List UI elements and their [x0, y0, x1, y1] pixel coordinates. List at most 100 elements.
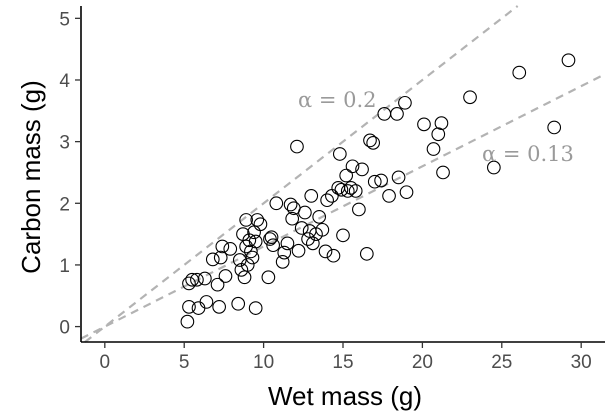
data-point — [266, 238, 280, 253]
annotations: α = 0.2 α = 0.13 — [298, 88, 574, 166]
data-point — [344, 181, 358, 195]
data-point — [212, 300, 226, 314]
data-point — [285, 211, 300, 226]
data-point — [269, 196, 284, 211]
data-point — [312, 209, 327, 224]
data-point — [215, 239, 230, 254]
x-tick-label: 0 — [100, 352, 111, 373]
data-point — [339, 168, 354, 183]
data-point — [486, 160, 501, 175]
axes — [80, 6, 605, 343]
data-point — [245, 250, 260, 265]
data-point — [431, 127, 446, 142]
data-point — [199, 295, 214, 309]
data-point — [239, 213, 253, 227]
data-point — [191, 301, 206, 315]
data-point — [218, 269, 233, 283]
y-axis-label: Carbon mass (g) — [16, 80, 46, 274]
data-point — [345, 159, 360, 174]
data-point — [182, 276, 196, 291]
data-point — [363, 133, 377, 148]
data-point — [436, 165, 450, 180]
data-point — [277, 245, 292, 260]
data-point — [366, 136, 381, 150]
reference-line-2 — [80, 73, 606, 340]
ticks: 0 5 10 15 20 25 30 0 1 2 3 4 5 — [59, 9, 591, 373]
data-point — [512, 65, 527, 80]
data-point — [359, 246, 374, 261]
data-point — [264, 230, 279, 245]
data-point — [210, 277, 225, 292]
reference-line-label-2: α = 0.13 — [482, 142, 574, 166]
data-point — [253, 217, 268, 232]
data-point — [355, 162, 369, 177]
reference-line-label-1: α = 0.2 — [298, 88, 377, 112]
data-point — [374, 173, 388, 188]
data-point — [367, 174, 382, 189]
x-axis-label: Wet mass (g) — [268, 381, 422, 411]
data-point — [391, 170, 406, 185]
data-point — [205, 252, 220, 267]
data-point — [294, 221, 309, 235]
data-point — [348, 184, 363, 198]
data-point — [223, 242, 238, 256]
data-point — [305, 236, 320, 251]
data-point — [304, 189, 319, 203]
y-tick-label: 1 — [59, 256, 70, 277]
data-point — [320, 193, 334, 208]
data-point — [390, 107, 404, 121]
data-point — [318, 244, 333, 259]
data-point — [336, 228, 350, 243]
data-point — [332, 147, 347, 161]
data-point — [180, 314, 195, 329]
data-point — [290, 139, 304, 154]
data-point — [248, 301, 263, 315]
data-point — [240, 258, 255, 272]
x-tick-label: 5 — [179, 352, 190, 373]
data-point — [261, 270, 276, 285]
data-point — [232, 253, 247, 267]
x-tick-label: 15 — [332, 352, 353, 373]
x-tick-label: 20 — [412, 352, 433, 373]
data-point — [382, 189, 396, 203]
data-point — [399, 185, 414, 200]
data-point — [250, 213, 265, 227]
data-point — [291, 243, 306, 258]
x-tick-label: 30 — [571, 352, 592, 373]
y-tick-label: 3 — [59, 133, 70, 154]
data-point — [298, 205, 312, 220]
y-tick-label: 4 — [59, 71, 70, 92]
data-point — [334, 182, 349, 197]
data-point — [561, 53, 576, 68]
reference-lines — [80, 5, 606, 343]
data-point — [417, 117, 431, 132]
data-point — [434, 116, 449, 130]
data-points — [180, 53, 576, 329]
data-point — [237, 270, 252, 285]
data-point — [275, 255, 290, 269]
data-point — [340, 184, 355, 198]
data-point — [198, 271, 212, 286]
data-point — [242, 233, 257, 248]
data-point — [301, 232, 315, 246]
data-point — [352, 202, 366, 217]
y-tick-label: 5 — [59, 9, 70, 30]
x-tick-label: 25 — [491, 352, 512, 373]
data-point — [263, 232, 277, 246]
y-tick-label: 0 — [59, 318, 70, 339]
data-point — [326, 248, 341, 263]
data-point — [463, 90, 477, 105]
data-point — [398, 95, 412, 110]
data-point — [182, 300, 196, 314]
data-point — [547, 120, 562, 135]
data-point — [280, 236, 295, 251]
data-point — [283, 197, 298, 212]
y-tick-label: 2 — [59, 194, 70, 215]
data-point — [213, 250, 228, 265]
data-point — [231, 296, 246, 311]
data-point — [190, 272, 204, 287]
data-point — [248, 234, 263, 249]
reference-line-1 — [84, 5, 519, 343]
data-point — [426, 142, 441, 156]
